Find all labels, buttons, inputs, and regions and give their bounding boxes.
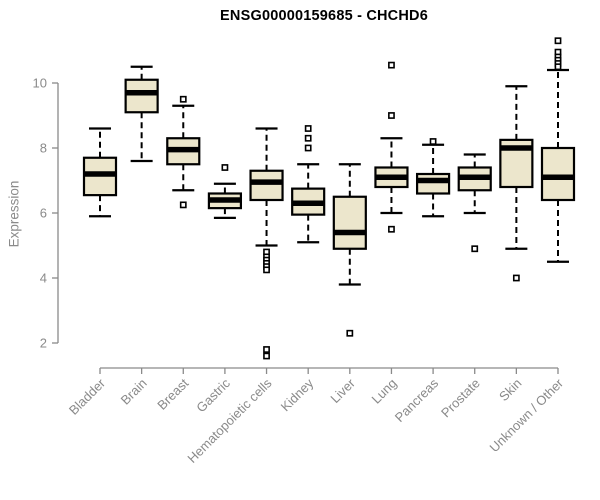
outlier-lung — [388, 61, 395, 69]
outlier-liver — [346, 329, 354, 337]
x-tick-label-bladder: Bladder — [66, 375, 109, 418]
box-brain — [124, 78, 159, 114]
outlier-lung — [388, 112, 395, 119]
outlier-kidney — [304, 125, 312, 132]
y-tick-label: 8 — [40, 141, 47, 156]
outlier-breast — [179, 95, 187, 103]
x-tick-label-gastric: Gastric — [193, 375, 233, 415]
outlier-kidney — [304, 134, 312, 142]
outlier-hematopoietic-cells — [263, 266, 270, 274]
outlier-gastric — [221, 164, 229, 171]
y-tick-label: 10 — [33, 76, 47, 91]
x-tick-label-breast: Breast — [154, 375, 191, 412]
x-tick-label-pancreas: Pancreas — [392, 375, 442, 425]
outlier-unknown-other — [554, 37, 562, 45]
x-tick-label-prostate: Prostate — [438, 376, 483, 421]
x-tick-label-skin: Skin — [496, 376, 524, 404]
y-tick-label: 2 — [40, 336, 47, 351]
outlier-breast — [179, 201, 187, 209]
y-tick-label: 6 — [40, 206, 47, 221]
box-liver — [332, 195, 367, 250]
chart-title: ENSG00000159685 - CHCHD6 — [220, 8, 428, 24]
box-unknown-other — [540, 146, 576, 202]
x-tick-label-liver: Liver — [327, 375, 358, 406]
x-tick-label-brain: Brain — [118, 376, 150, 408]
outlier-hematopoietic-cells — [263, 352, 270, 360]
outlier-unknown-other — [554, 63, 562, 71]
x-tick-label-unknown-other: Unknown / Other — [487, 375, 567, 455]
box-hematopoietic-cells — [249, 169, 284, 202]
box-pancreas — [415, 172, 451, 195]
outlier-lung — [388, 225, 395, 233]
x-tick-label-lung: Lung — [369, 376, 400, 407]
y-tick-label: 4 — [40, 271, 47, 286]
outlier-pancreas — [429, 138, 437, 145]
x-tick-label-kidney: Kidney — [278, 375, 317, 414]
outlier-skin — [512, 274, 520, 282]
outlier-prostate — [471, 245, 479, 253]
outlier-hematopoietic-cells — [263, 346, 270, 353]
outlier-kidney — [304, 144, 312, 152]
